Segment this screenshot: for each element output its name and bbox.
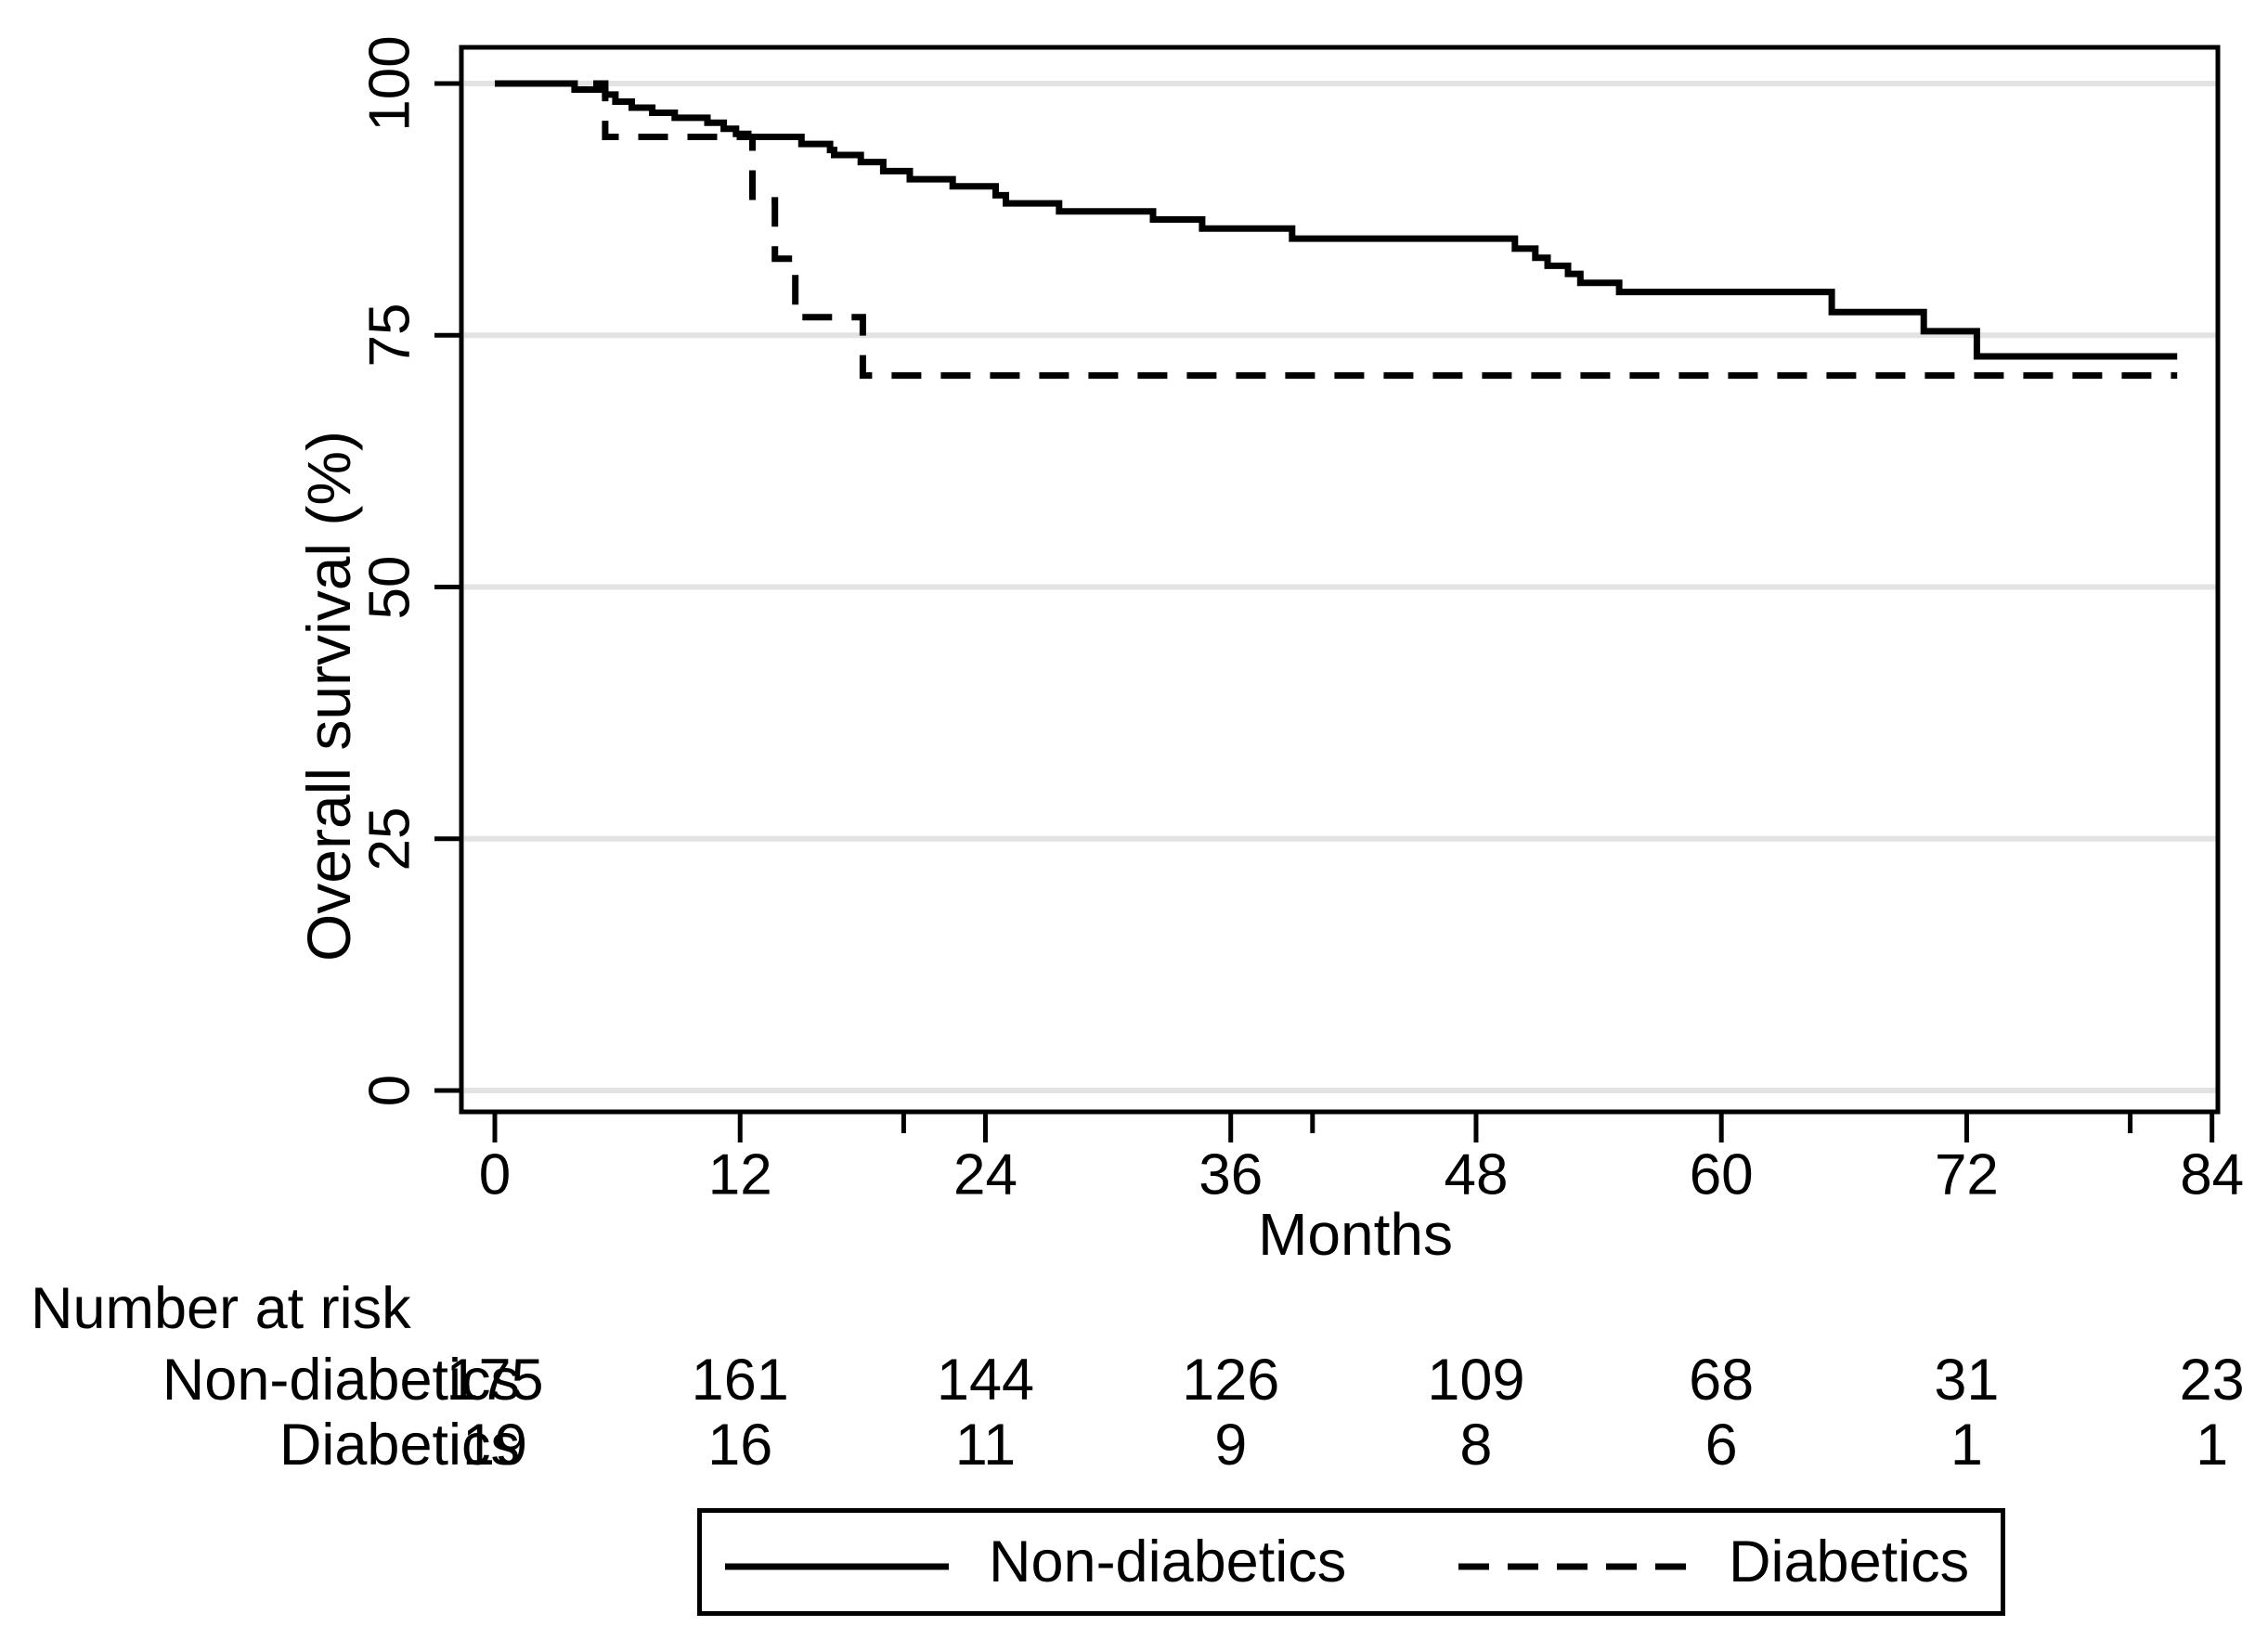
risk-count-row0-m48: 109 [1427,1348,1525,1413]
x-tick-label-24: 24 [953,1142,1017,1207]
risk-count-row1-m60: 6 [1704,1413,1738,1478]
y-tick-label-50: 50 [357,555,422,619]
y-tick-label-100: 100 [357,35,422,132]
y-axis-title: Overall survival (%) [294,430,363,962]
x-axis-title: Months [1258,1201,1453,1268]
x-tick-label-0: 0 [478,1142,512,1207]
legend-label-non-diabetics: Non-diabetics [989,1529,1347,1594]
x-tick-label-60: 60 [1689,1142,1754,1207]
risk-count-row1-m72: 1 [1950,1413,1983,1478]
y-tick-label-75: 75 [357,303,422,368]
y-tick-label-0: 0 [357,1074,422,1107]
risk-count-row0-m0: 175 [446,1348,544,1413]
legend-dashed-line-sample [1458,1563,1686,1570]
risk-count-row0-m36: 126 [1182,1348,1280,1413]
risk-count-row1-m84: 1 [2196,1413,2229,1478]
risk-count-row0-m24: 144 [936,1348,1035,1413]
x-tick-label-72: 72 [1934,1142,1999,1207]
km-curve-non-diabetics [495,80,2178,360]
x-tick-label-12: 12 [707,1142,772,1207]
risk-count-row1-m0: 19 [461,1413,528,1478]
y-tick-label-25: 25 [357,807,422,871]
risk-count-row1-m48: 8 [1459,1413,1493,1478]
legend-solid-line-sample [725,1563,949,1570]
risk-row-label-diabetics: Diabetics [279,1413,520,1478]
x-tick-label-84: 84 [2180,1142,2245,1207]
plot-frame [459,45,2221,1115]
risk-row-label-non-diabetics: Non-diabetics [162,1348,520,1413]
risk-count-row0-m84: 23 [2179,1348,2245,1413]
x-tick-label-36: 36 [1199,1142,1264,1207]
risk-count-row0-m60: 68 [1689,1348,1755,1413]
risk-count-row1-m24: 11 [954,1413,1017,1478]
risk-count-row0-m12: 161 [691,1348,789,1413]
risk-count-row0-m72: 31 [1934,1348,2000,1413]
risk-table-title: Number at risk [31,1276,411,1341]
risk-count-row1-m36: 9 [1214,1413,1248,1478]
legend-box: Non-diabetics Diabetics [697,1508,2005,1616]
km-curve-diabetics [495,80,2178,380]
x-tick-label-48: 48 [1444,1142,1509,1207]
risk-count-row1-m12: 16 [707,1413,773,1478]
legend-label-diabetics: Diabetics [1729,1529,1970,1594]
